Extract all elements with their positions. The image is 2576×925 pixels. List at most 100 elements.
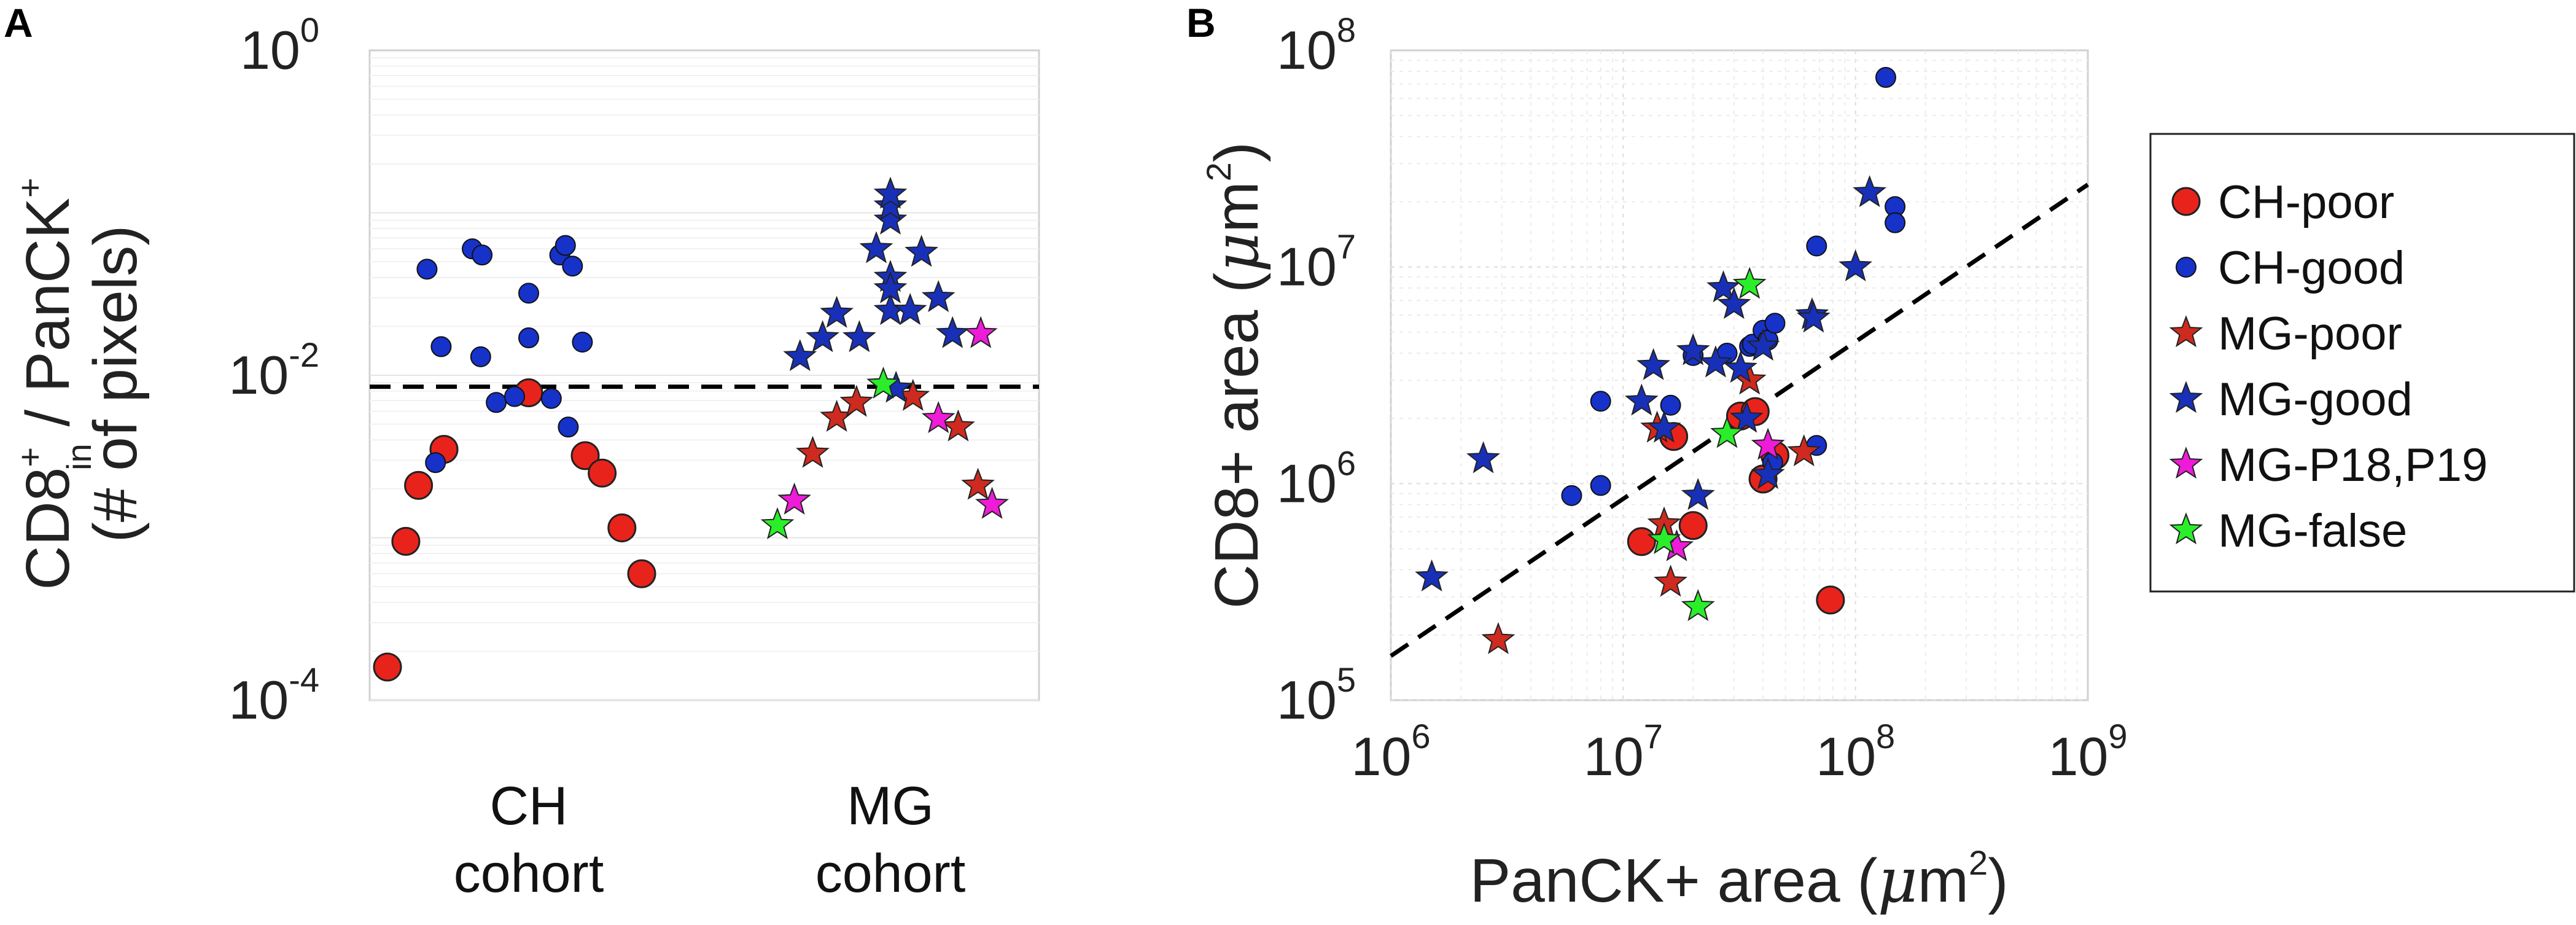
panel-a-point-mg-good [873, 202, 908, 235]
panel-b-points [1415, 67, 1906, 654]
panel-a-point-mg-p18-p19 [963, 316, 998, 348]
legend-label-ch-poor: CH-poor [2218, 176, 2394, 228]
panel-b-point-ch-good [1660, 394, 1681, 416]
panel-a-point-mg-poor [961, 467, 995, 500]
category-label-ch-line1: CH [489, 775, 567, 836]
panel-b-x-tick-label: 106 [1351, 717, 1430, 787]
panel-b-point-ch-good [1561, 485, 1582, 506]
panel-b-point-ch-good [1764, 313, 1786, 334]
panel-b-x-tick-label: 109 [2048, 717, 2127, 787]
panel-a-point-ch-poor [588, 458, 617, 488]
panel-a-y-tick-labels: 100 10-2 10-4 [228, 10, 319, 730]
legend-box [2149, 133, 2575, 593]
panel-a-point-ch-good [555, 235, 576, 256]
panel-a-y-tick-label: 100 [240, 10, 319, 80]
panel-b-point-ch-good [1806, 235, 1827, 257]
panel-a-point-ch-good [518, 283, 539, 304]
panel-b-point-mg-good [1699, 345, 1733, 378]
panel-a-point-ch-good [540, 388, 562, 409]
panel-b-point-ch-good [1885, 212, 1906, 233]
panel-b-point-mg-good [1466, 441, 1501, 474]
panel-a-point-mg-good [820, 295, 854, 328]
panel-b-point-mg-false [1710, 416, 1744, 448]
panel-b-point-mg-false [1732, 267, 1767, 299]
panel-a-category-labels: CH cohort MG cohort [454, 775, 966, 904]
panel-a-points [373, 176, 1009, 682]
panel-a-point-ch-good [558, 416, 579, 438]
panel-a-point-mg-p18-p19 [777, 482, 811, 515]
panel-b-x-tick-labels: 106 107 108 109 [1351, 717, 2127, 787]
panel-a: A 100 10-2 10-4 CH cohort MG cohort CD8+ in… [4, 0, 1040, 904]
panel-a-point-mg-good [873, 188, 908, 221]
panel-b-point-mg-good [1647, 410, 1681, 443]
panel-a-point-mg-good [806, 320, 839, 353]
panel-b-point-mg-good [1730, 400, 1764, 433]
panel-a-point-mg-p18-p19 [921, 400, 955, 434]
panel-a-point-ch-poor [404, 470, 434, 500]
panel-a-point-ch-good [504, 386, 525, 407]
legend-marker-ch-poor [2171, 187, 2201, 216]
panel-a-point-mg-false [866, 366, 900, 399]
panel-b-point-ch-good [1590, 391, 1611, 412]
panel-b-point-mg-good [1624, 383, 1659, 416]
panel-b-y-tick-label: 107 [1277, 227, 1356, 297]
panel-b-point-mg-good [1853, 175, 1887, 208]
panel-b-point-mg-good [1797, 300, 1831, 333]
panel-b-y-tick-labels: 105 106 107 108 [1277, 10, 1356, 730]
panel-a-point-ch-good [470, 346, 491, 367]
legend-marker-mg-p18-p19 [2169, 447, 2203, 479]
category-label-mg-line2: cohort [815, 843, 966, 904]
panel-b-point-ch-poor [1816, 585, 1845, 615]
panel-a-point-ch-good [472, 244, 493, 266]
panel-b-point-mg-good [1681, 478, 1715, 510]
panel-a-gridlines [370, 57, 1039, 701]
panel-b-point-mg-poor [1481, 622, 1516, 654]
panel-b-x-tick-label: 107 [1584, 717, 1663, 787]
panel-b-y-tick-label: 105 [1277, 660, 1356, 730]
panel-b-point-ch-poor [1678, 511, 1708, 541]
panel-a-point-ch-poor [627, 559, 656, 588]
panel-b-point-mg-good [1839, 249, 1873, 281]
panel-a-point-ch-poor [570, 441, 600, 470]
panel-a-point-ch-poor [607, 513, 637, 542]
panel-a-point-mg-poor [839, 384, 874, 417]
legend-marker-ch-good [2176, 257, 2197, 278]
panel-b-y-tick-label: 108 [1277, 10, 1356, 80]
panel-a-point-mg-good [935, 316, 970, 348]
panel-a-point-ch-good [416, 259, 438, 280]
panel-a-y-tick-label: 10-2 [228, 335, 319, 405]
panel-a-point-mg-p18-p19 [975, 486, 1009, 519]
panel-b-x-tick-label: 108 [1816, 717, 1895, 787]
panel-a-y-title-line1: CD8+ in / PanCK+ [10, 178, 98, 590]
panel-b-point-mg-good [1724, 351, 1757, 383]
panel-b-x-axis-title: PanCK+ area (μm2) [1469, 843, 2008, 916]
panel-a-point-ch-good [425, 452, 446, 474]
category-label-mg-line1: MG [847, 775, 934, 836]
panel-a-y-tick-label: 10-4 [228, 660, 319, 730]
panel-a-y-title-line2: (# of pixels) [81, 225, 150, 543]
legend-marker-mg-false [2169, 512, 2203, 545]
panel-a-point-mg-poor [796, 435, 830, 468]
panel-b-point-mg-good [1706, 270, 1740, 303]
panel-a-point-mg-good [893, 292, 927, 326]
panel-a-letter: A [4, 0, 33, 45]
panel-a-point-mg-good [783, 339, 817, 372]
panel-a-point-mg-good [905, 235, 938, 267]
panel-a-point-mg-good [873, 176, 908, 209]
legend-label-mg-good: MG-good [2218, 373, 2413, 426]
panel-b-point-mg-good [1415, 559, 1449, 591]
panel-b-point-mg-good [1746, 329, 1780, 361]
panel-a-point-ch-good [486, 392, 507, 413]
panel-a-point-mg-good [842, 320, 876, 353]
legend-label-ch-good: CH-good [2218, 242, 2405, 294]
legend-marker-mg-poor [2169, 315, 2203, 348]
panel-a-point-ch-good [562, 256, 583, 277]
panel-a-point-mg-good [859, 231, 893, 263]
panel-a-point-mg-good [873, 271, 908, 303]
panel-b-point-ch-good [1590, 475, 1611, 496]
legend-label-mg-false: MG-false [2218, 505, 2407, 557]
panel-a-point-ch-good [430, 336, 452, 357]
panel-a-point-ch-good [572, 332, 593, 353]
